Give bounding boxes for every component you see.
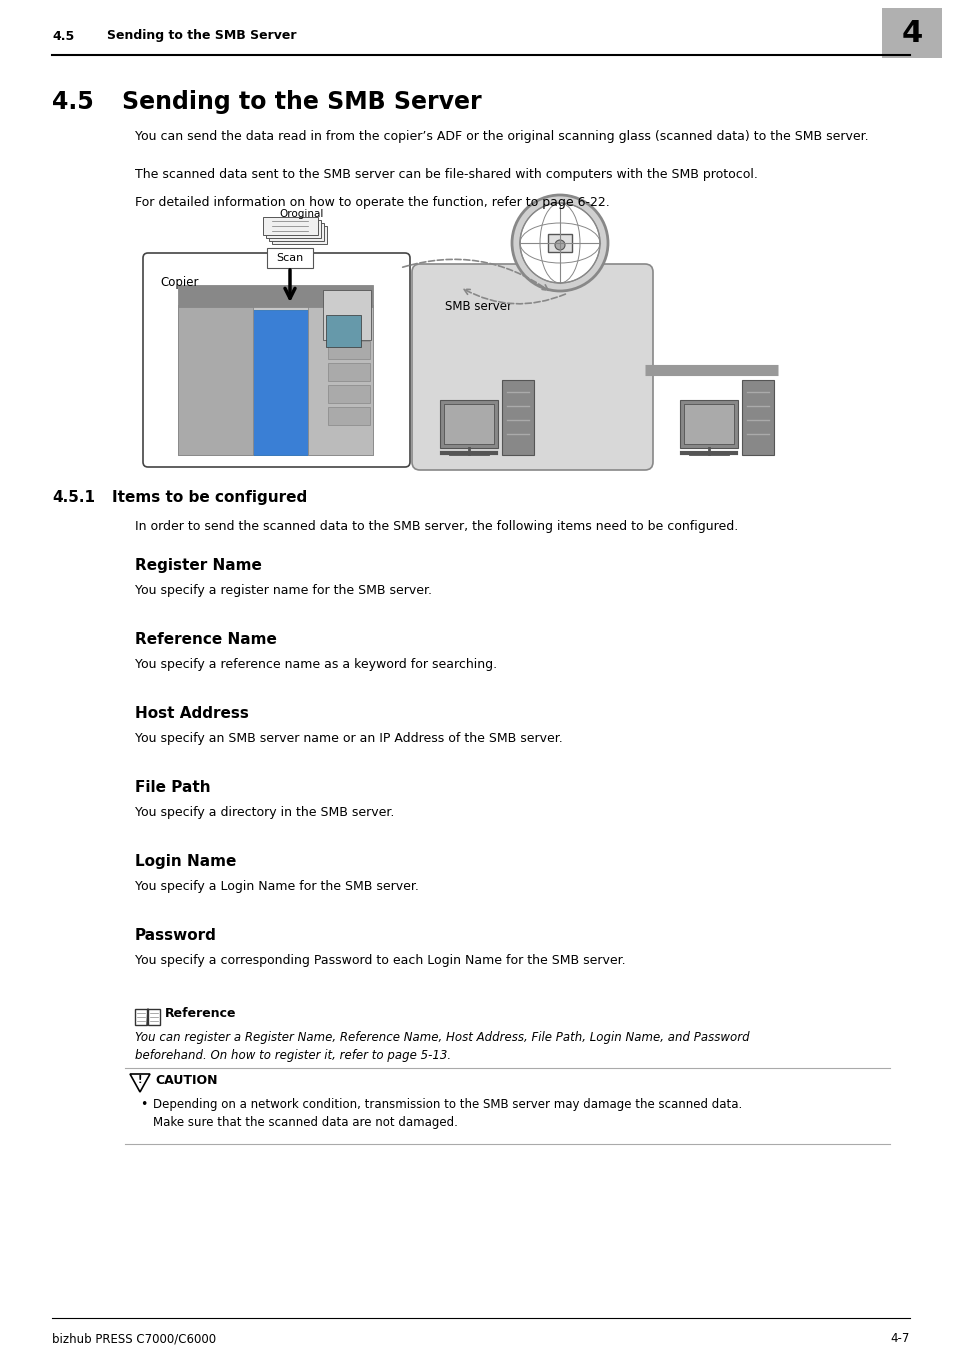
Text: Register Name: Register Name: [135, 558, 262, 573]
Text: 4.5: 4.5: [52, 91, 93, 113]
Text: Login Name: Login Name: [135, 854, 236, 869]
Text: You specify a corresponding Password to each Login Name for the SMB server.: You specify a corresponding Password to …: [135, 954, 625, 967]
FancyBboxPatch shape: [135, 1009, 147, 1025]
FancyBboxPatch shape: [143, 253, 410, 467]
FancyBboxPatch shape: [253, 309, 308, 455]
Text: Scan: Scan: [276, 253, 303, 263]
Text: File Path: File Path: [135, 780, 211, 794]
Circle shape: [555, 240, 564, 250]
FancyBboxPatch shape: [328, 385, 370, 403]
Text: Items to be configured: Items to be configured: [112, 490, 307, 505]
Text: Sending to the SMB Server: Sending to the SMB Server: [122, 91, 481, 113]
Text: Reference: Reference: [165, 1006, 236, 1020]
Text: CAUTION: CAUTION: [154, 1074, 217, 1088]
FancyBboxPatch shape: [501, 380, 534, 455]
FancyBboxPatch shape: [741, 380, 773, 455]
Text: SMB server: SMB server: [444, 300, 512, 313]
Text: •: •: [140, 1098, 147, 1111]
FancyBboxPatch shape: [178, 305, 253, 455]
FancyBboxPatch shape: [178, 305, 373, 455]
Text: You can register a Register Name, Reference Name, Host Address, File Path, Login: You can register a Register Name, Refere…: [135, 1031, 749, 1062]
Text: You specify a Login Name for the SMB server.: You specify a Login Name for the SMB ser…: [135, 880, 418, 893]
Text: Depending on a network condition, transmission to the SMB server may damage the : Depending on a network condition, transm…: [152, 1098, 741, 1129]
Text: 4.5.1: 4.5.1: [52, 490, 95, 505]
Text: 4-7: 4-7: [890, 1332, 909, 1346]
FancyBboxPatch shape: [323, 290, 371, 340]
Text: For detailed information on how to operate the function, refer to page 6-22.: For detailed information on how to opera…: [135, 196, 609, 209]
FancyBboxPatch shape: [272, 226, 327, 245]
Text: Password: Password: [135, 928, 216, 943]
Text: Sending to the SMB Server: Sending to the SMB Server: [107, 30, 296, 42]
FancyBboxPatch shape: [308, 305, 373, 455]
FancyBboxPatch shape: [266, 220, 320, 238]
Text: bizhub PRESS C7000/C6000: bizhub PRESS C7000/C6000: [52, 1332, 216, 1346]
Text: Host Address: Host Address: [135, 707, 249, 721]
Text: You specify a directory in the SMB server.: You specify a directory in the SMB serve…: [135, 807, 394, 819]
Text: The scanned data sent to the SMB server can be file-shared with computers with t: The scanned data sent to the SMB server …: [135, 168, 757, 181]
FancyBboxPatch shape: [683, 404, 733, 444]
FancyBboxPatch shape: [547, 234, 572, 253]
Circle shape: [519, 203, 599, 282]
Text: Reference Name: Reference Name: [135, 632, 276, 647]
Text: You specify a reference name as a keyword for searching.: You specify a reference name as a keywor…: [135, 658, 497, 671]
FancyBboxPatch shape: [328, 363, 370, 381]
Text: You specify an SMB server name or an IP Address of the SMB server.: You specify an SMB server name or an IP …: [135, 732, 562, 744]
Text: 4.5: 4.5: [52, 30, 74, 42]
FancyBboxPatch shape: [328, 407, 370, 426]
FancyBboxPatch shape: [267, 249, 313, 267]
FancyBboxPatch shape: [439, 400, 497, 449]
Text: !: !: [137, 1075, 142, 1085]
Text: In order to send the scanned data to the SMB server, the following items need to: In order to send the scanned data to the…: [135, 520, 738, 534]
FancyBboxPatch shape: [679, 400, 738, 449]
FancyBboxPatch shape: [326, 315, 360, 347]
Text: You can send the data read in from the copier’s ADF or the original scanning gla: You can send the data read in from the c…: [135, 130, 868, 143]
Circle shape: [512, 195, 607, 290]
FancyBboxPatch shape: [178, 285, 373, 307]
Text: 4: 4: [901, 19, 922, 47]
FancyBboxPatch shape: [443, 404, 494, 444]
Text: Copier: Copier: [160, 276, 198, 289]
Text: Oroginal: Oroginal: [279, 209, 324, 219]
FancyBboxPatch shape: [328, 340, 370, 359]
FancyBboxPatch shape: [148, 1009, 160, 1025]
FancyBboxPatch shape: [263, 218, 317, 235]
FancyBboxPatch shape: [412, 263, 652, 470]
FancyBboxPatch shape: [269, 223, 324, 240]
Text: You specify a register name for the SMB server.: You specify a register name for the SMB …: [135, 584, 432, 597]
FancyBboxPatch shape: [882, 8, 941, 58]
